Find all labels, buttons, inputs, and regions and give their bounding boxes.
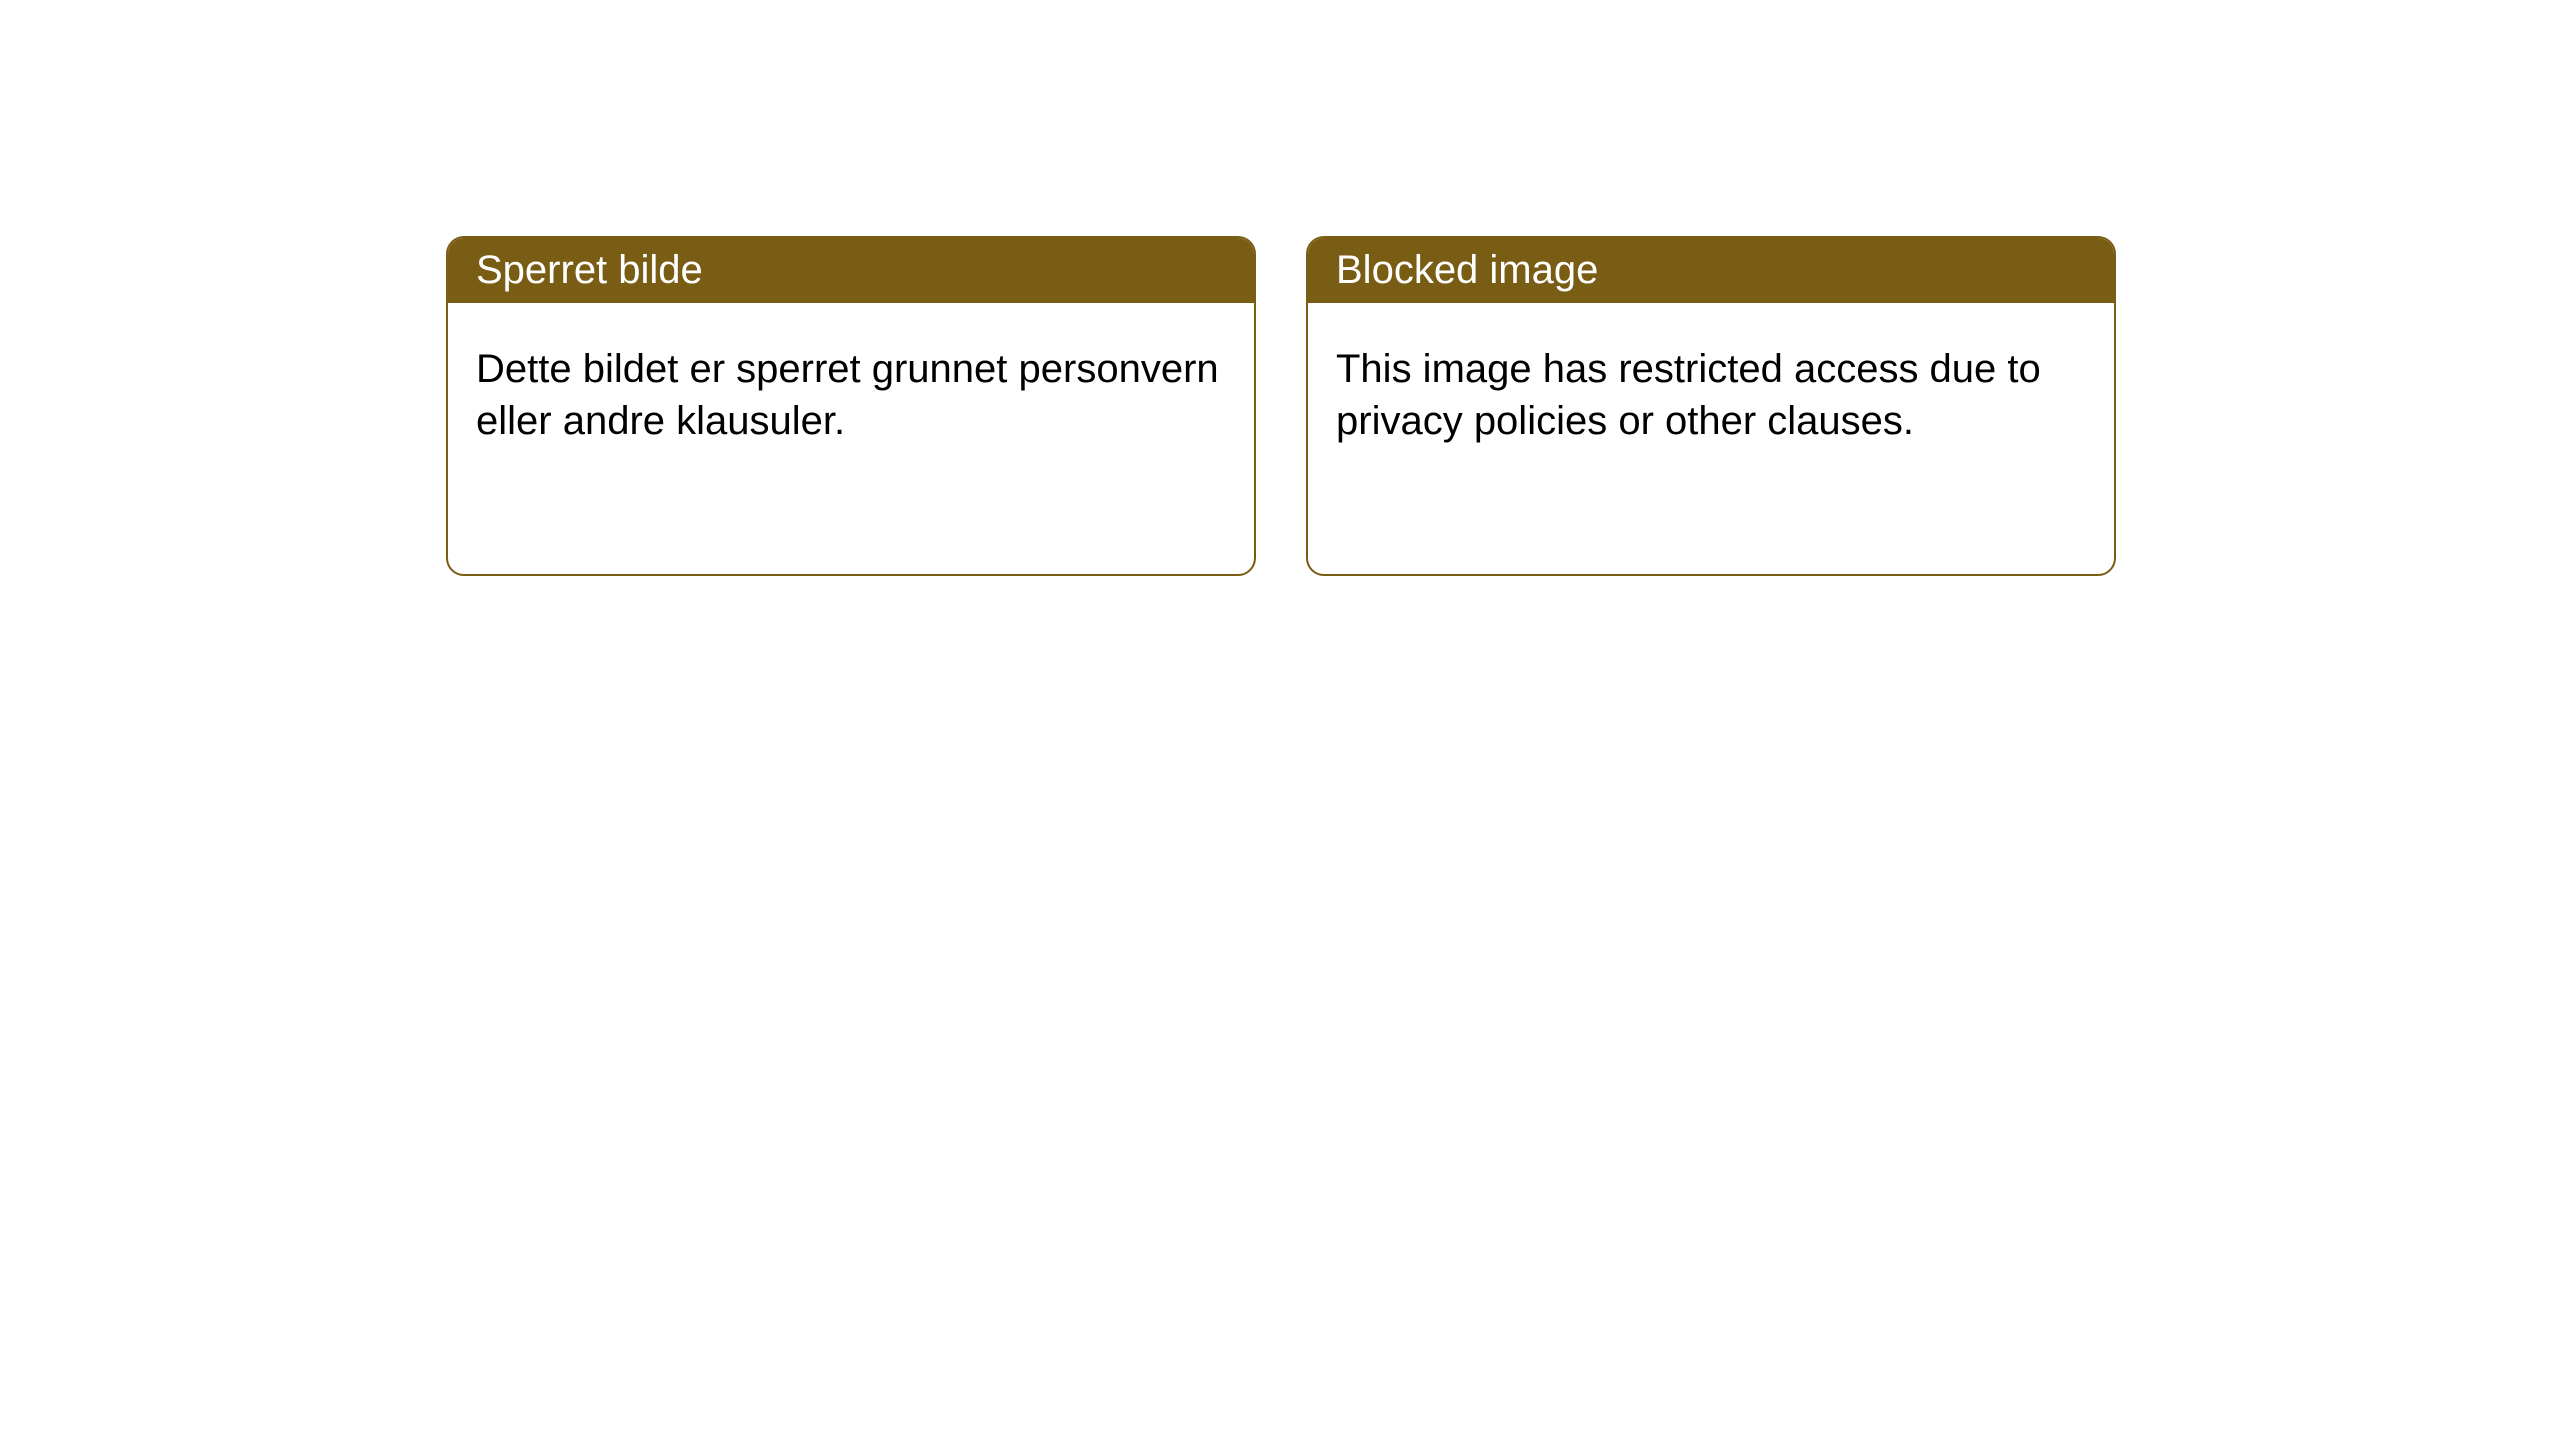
notice-body: This image has restricted access due to … (1308, 303, 2114, 487)
notice-header: Blocked image (1308, 238, 2114, 303)
notice-body: Dette bildet er sperret grunnet personve… (448, 303, 1254, 487)
notice-container: Sperret bilde Dette bildet er sperret gr… (0, 0, 2560, 576)
notice-header: Sperret bilde (448, 238, 1254, 303)
notice-box-english: Blocked image This image has restricted … (1306, 236, 2116, 576)
notice-box-norwegian: Sperret bilde Dette bildet er sperret gr… (446, 236, 1256, 576)
